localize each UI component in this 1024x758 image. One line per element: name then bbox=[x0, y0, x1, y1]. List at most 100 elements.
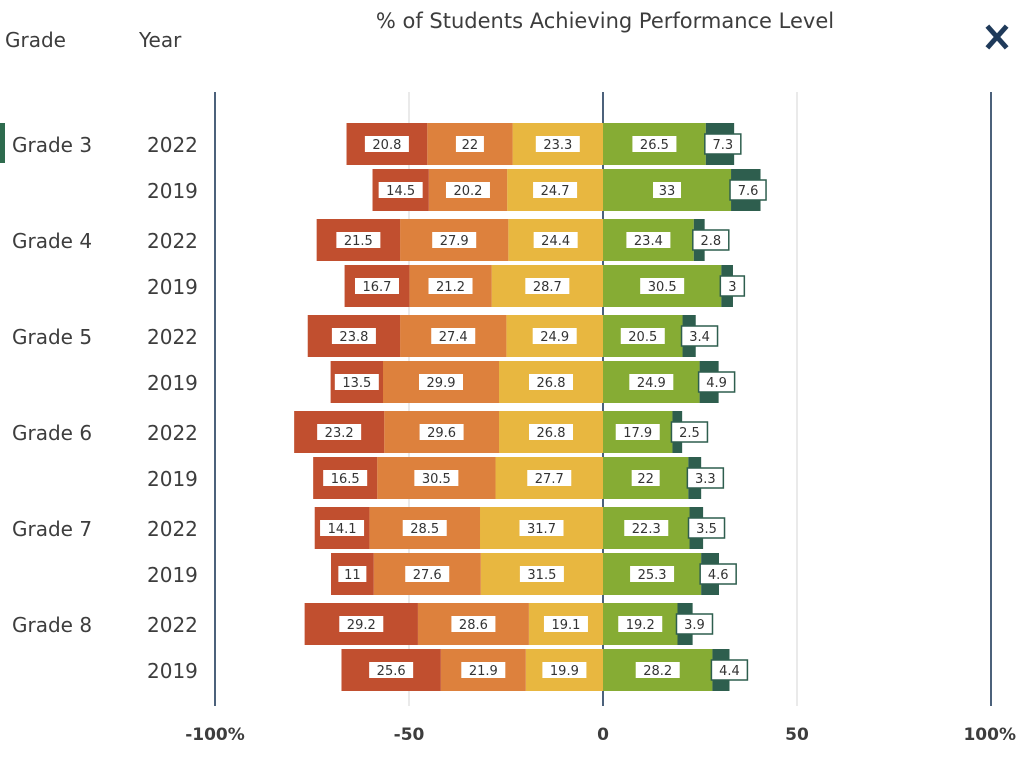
data-label: 21.5 bbox=[344, 234, 373, 249]
data-label-bg bbox=[323, 470, 368, 486]
data-label: 24.7 bbox=[541, 184, 570, 199]
data-label-bg bbox=[729, 179, 767, 201]
data-label-bg bbox=[402, 520, 447, 536]
data-label: 23.2 bbox=[325, 426, 354, 441]
data-label: 24.4 bbox=[541, 234, 570, 249]
grade-column-header: Grade bbox=[5, 28, 66, 52]
data-label: 4.9 bbox=[706, 376, 727, 391]
data-label-bg bbox=[624, 520, 669, 536]
data-label-bg bbox=[431, 328, 476, 344]
data-label-bg bbox=[535, 136, 580, 152]
data-label: 22.3 bbox=[632, 522, 661, 537]
data-label-bg bbox=[686, 467, 725, 489]
x-tick-label: -50 bbox=[394, 725, 425, 745]
data-label: 14.5 bbox=[386, 184, 415, 199]
data-label: 28.6 bbox=[459, 618, 488, 633]
data-label: 28.2 bbox=[643, 664, 672, 679]
data-label-bg bbox=[704, 133, 742, 155]
data-label: 4.4 bbox=[719, 664, 740, 679]
data-label-bg bbox=[378, 182, 423, 198]
data-label: 26.8 bbox=[537, 426, 566, 441]
grade-label[interactable]: Grade 5 bbox=[12, 325, 92, 349]
data-label: 27.9 bbox=[440, 234, 469, 249]
data-label-bg bbox=[364, 136, 409, 152]
data-label-bg bbox=[620, 328, 665, 344]
data-label: 27.6 bbox=[413, 568, 442, 583]
year-label: 2019 bbox=[147, 275, 198, 299]
data-label: 26.5 bbox=[640, 138, 669, 153]
year-label: 2022 bbox=[147, 517, 198, 541]
data-label: 30.5 bbox=[422, 472, 451, 487]
year-label: 2022 bbox=[147, 133, 198, 157]
data-label-bg bbox=[354, 278, 399, 294]
data-label: 25.6 bbox=[377, 664, 406, 679]
data-label-bg bbox=[618, 616, 663, 632]
data-label-bg bbox=[369, 662, 414, 678]
chart-title: % of Students Achieving Performance Leve… bbox=[375, 9, 835, 33]
year-label: 2019 bbox=[147, 179, 198, 203]
data-label-bg bbox=[632, 136, 677, 152]
grade-label[interactable]: Grade 7 bbox=[12, 517, 92, 541]
data-label: 25.3 bbox=[638, 568, 667, 583]
data-label-bg bbox=[529, 374, 574, 390]
data-label: 2.5 bbox=[679, 426, 700, 441]
data-label: 20.8 bbox=[372, 138, 401, 153]
data-label-bg bbox=[532, 328, 577, 344]
data-label: 16.7 bbox=[363, 280, 392, 295]
data-label: 24.9 bbox=[637, 376, 666, 391]
data-label-bg bbox=[419, 374, 464, 390]
grade-label[interactable]: Grade 4 bbox=[12, 229, 92, 253]
data-label-bg bbox=[445, 182, 490, 198]
data-label-bg bbox=[543, 616, 588, 632]
data-label-bg bbox=[317, 424, 362, 440]
year-label: 2019 bbox=[147, 371, 198, 395]
data-label: 19.1 bbox=[551, 618, 580, 633]
data-label: 7.3 bbox=[712, 138, 733, 153]
data-label: 27.4 bbox=[439, 330, 468, 345]
data-label-bg bbox=[527, 470, 572, 486]
data-label-bg bbox=[533, 232, 578, 248]
data-label-bg bbox=[615, 424, 660, 440]
data-label-bg bbox=[334, 374, 379, 390]
data-label: 29.6 bbox=[427, 426, 456, 441]
year-label: 2019 bbox=[147, 563, 198, 587]
year-label: 2022 bbox=[147, 325, 198, 349]
data-label-bg bbox=[320, 520, 365, 536]
data-label: 20.2 bbox=[453, 184, 482, 199]
data-label: 3.3 bbox=[695, 472, 716, 487]
data-label-bg bbox=[631, 470, 660, 486]
year-label: 2022 bbox=[147, 229, 198, 253]
data-label-bg bbox=[428, 278, 473, 294]
close-button[interactable] bbox=[984, 22, 1024, 52]
year-label: 2022 bbox=[147, 613, 198, 637]
data-label-bg bbox=[414, 470, 459, 486]
grade-label[interactable]: Grade 6 bbox=[12, 421, 92, 445]
data-label: 3.9 bbox=[684, 618, 705, 633]
data-label-bg bbox=[519, 566, 564, 582]
data-label: 29.9 bbox=[427, 376, 456, 391]
data-label: 19.9 bbox=[550, 664, 579, 679]
data-label: 16.5 bbox=[331, 472, 360, 487]
data-label: 7.6 bbox=[738, 184, 759, 199]
data-label: 31.5 bbox=[527, 568, 556, 583]
data-label-bg bbox=[338, 566, 367, 582]
data-label-bg bbox=[455, 136, 484, 152]
data-label-bg bbox=[336, 232, 381, 248]
data-label-bg bbox=[405, 566, 450, 582]
data-label-bg bbox=[533, 182, 578, 198]
data-label: 22 bbox=[637, 472, 654, 487]
data-label: 23.3 bbox=[543, 138, 572, 153]
data-label: 11 bbox=[344, 568, 361, 583]
data-label: 17.9 bbox=[623, 426, 652, 441]
data-label: 24.9 bbox=[540, 330, 569, 345]
data-label-bg bbox=[451, 616, 496, 632]
data-label-bg bbox=[542, 662, 587, 678]
data-label-bg bbox=[331, 328, 376, 344]
grade-label[interactable]: Grade 3 bbox=[12, 133, 92, 157]
data-label-bg bbox=[719, 275, 746, 297]
data-label: 14.1 bbox=[328, 522, 357, 537]
year-column-header: Year bbox=[139, 28, 182, 52]
data-label-bg bbox=[525, 278, 570, 294]
grade-label[interactable]: Grade 8 bbox=[12, 613, 92, 637]
